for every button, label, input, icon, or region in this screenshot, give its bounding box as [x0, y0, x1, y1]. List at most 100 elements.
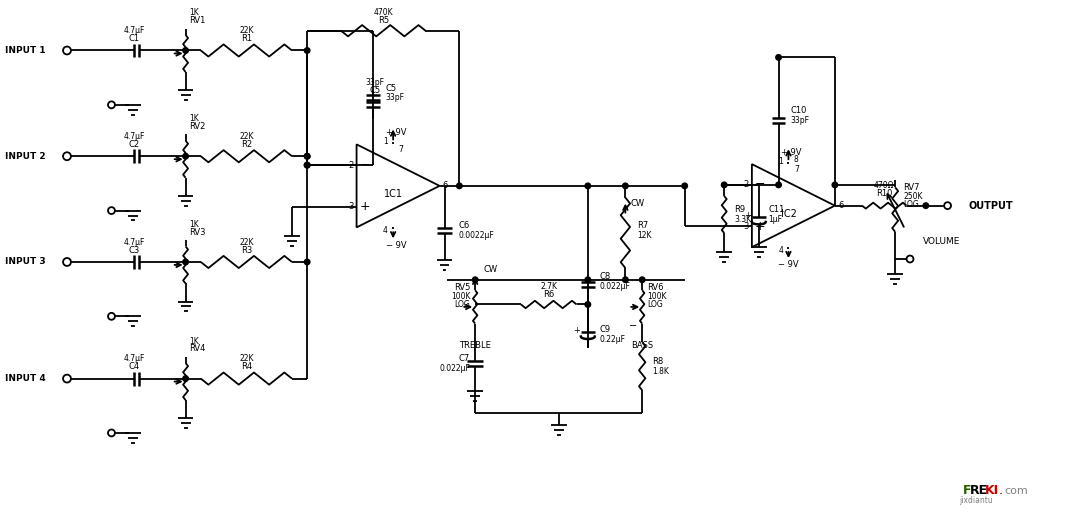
Text: 22K: 22K — [240, 354, 254, 363]
Text: 1K: 1K — [190, 114, 200, 123]
Circle shape — [722, 182, 727, 188]
Text: INPUT 4: INPUT 4 — [4, 374, 45, 383]
Circle shape — [182, 376, 189, 381]
Text: R5: R5 — [378, 16, 388, 25]
Circle shape — [304, 259, 310, 265]
Text: jixdiantu: jixdiantu — [959, 496, 993, 505]
Text: OUTPUT: OUTPUT — [968, 201, 1013, 211]
Text: 100K: 100K — [647, 292, 667, 301]
Circle shape — [832, 182, 837, 188]
Text: C9: C9 — [600, 325, 611, 334]
Text: −: − — [629, 321, 638, 331]
Text: + 9V: + 9V — [781, 148, 802, 157]
Text: LOG: LOG — [454, 300, 470, 309]
Text: 4.7μF: 4.7μF — [123, 238, 145, 247]
Text: 1K: 1K — [190, 220, 200, 229]
Text: R3: R3 — [241, 245, 252, 255]
Text: INPUT 2: INPUT 2 — [4, 152, 45, 161]
Text: RV5: RV5 — [454, 283, 470, 292]
Text: 1C1: 1C1 — [384, 189, 402, 199]
Text: C6: C6 — [459, 221, 469, 230]
Text: CW: CW — [630, 199, 644, 208]
Text: 0.0022μF: 0.0022μF — [459, 231, 494, 240]
Text: C3: C3 — [128, 245, 140, 255]
Text: C7: C7 — [459, 354, 470, 363]
Text: 250K: 250K — [903, 192, 923, 201]
Circle shape — [623, 277, 628, 282]
Circle shape — [585, 183, 590, 188]
Text: R8: R8 — [652, 357, 664, 366]
Circle shape — [182, 154, 189, 159]
Text: 6: 6 — [442, 181, 448, 190]
Circle shape — [585, 302, 590, 307]
Text: 4.7μF: 4.7μF — [123, 26, 145, 35]
Text: 22K: 22K — [240, 132, 254, 141]
Text: C4: C4 — [128, 362, 140, 371]
Text: TREBLE: TREBLE — [460, 342, 491, 350]
Text: +: + — [359, 200, 370, 213]
Text: 0.22μF: 0.22μF — [600, 335, 626, 344]
Text: 6: 6 — [838, 201, 844, 210]
Circle shape — [182, 48, 189, 53]
Text: 4: 4 — [383, 226, 387, 235]
Text: 1.8K: 1.8K — [652, 367, 669, 376]
Text: R4: R4 — [241, 362, 251, 371]
Text: −: − — [359, 159, 370, 172]
Text: 1K: 1K — [190, 336, 200, 346]
Text: 2.7K: 2.7K — [541, 282, 557, 291]
Circle shape — [776, 182, 781, 188]
Text: R7: R7 — [638, 221, 648, 230]
Text: 33pF: 33pF — [791, 116, 809, 125]
Text: com: com — [1003, 486, 1027, 496]
Text: 1μF: 1μF — [768, 215, 782, 224]
Text: C10: C10 — [791, 106, 807, 115]
Text: RV3: RV3 — [190, 228, 206, 237]
Circle shape — [304, 154, 310, 159]
Text: +: + — [745, 211, 751, 220]
Text: R6: R6 — [543, 290, 555, 299]
Text: IC2: IC2 — [780, 209, 796, 218]
Text: 4.7μF: 4.7μF — [123, 354, 145, 363]
Text: R2: R2 — [241, 140, 251, 149]
Text: 7: 7 — [794, 165, 798, 173]
Circle shape — [182, 259, 189, 265]
Text: −: − — [754, 179, 765, 192]
Text: .: . — [999, 484, 1003, 497]
Text: 22K: 22K — [240, 238, 254, 247]
Circle shape — [304, 162, 310, 168]
Text: 3: 3 — [743, 222, 749, 231]
Text: 22K: 22K — [240, 26, 254, 35]
Text: C1: C1 — [128, 34, 140, 43]
Text: C8: C8 — [600, 272, 611, 281]
Circle shape — [682, 183, 687, 188]
Text: 2: 2 — [743, 181, 749, 189]
Text: 1K: 1K — [190, 8, 200, 18]
Text: 33pF: 33pF — [366, 78, 385, 87]
Text: 4.7μF: 4.7μF — [123, 132, 145, 141]
Circle shape — [623, 183, 628, 188]
Text: R10: R10 — [876, 189, 892, 198]
Text: 3: 3 — [347, 202, 353, 211]
Circle shape — [473, 277, 478, 282]
Text: − 9V: − 9V — [386, 241, 407, 250]
Text: 12K: 12K — [638, 231, 652, 240]
Text: + 9V: + 9V — [386, 128, 407, 137]
Text: RV4: RV4 — [190, 345, 206, 353]
Text: RV6: RV6 — [647, 283, 664, 292]
Text: RV7: RV7 — [903, 183, 919, 193]
Text: C11: C11 — [768, 205, 786, 214]
Text: 33pF: 33pF — [385, 93, 405, 102]
Text: 470Ω: 470Ω — [874, 181, 894, 190]
Text: 0.022μF: 0.022μF — [439, 364, 470, 373]
Text: 7: 7 — [398, 145, 404, 154]
Text: RV1: RV1 — [190, 16, 206, 25]
Text: LOG: LOG — [903, 200, 919, 209]
Text: CW: CW — [483, 265, 497, 275]
Text: − 9V: − 9V — [778, 261, 798, 269]
Text: C5: C5 — [370, 86, 381, 94]
Circle shape — [923, 203, 929, 209]
Text: RE: RE — [970, 484, 988, 497]
Text: BASS: BASS — [631, 342, 653, 350]
Text: 100K: 100K — [451, 292, 470, 301]
Text: +: + — [574, 325, 581, 335]
